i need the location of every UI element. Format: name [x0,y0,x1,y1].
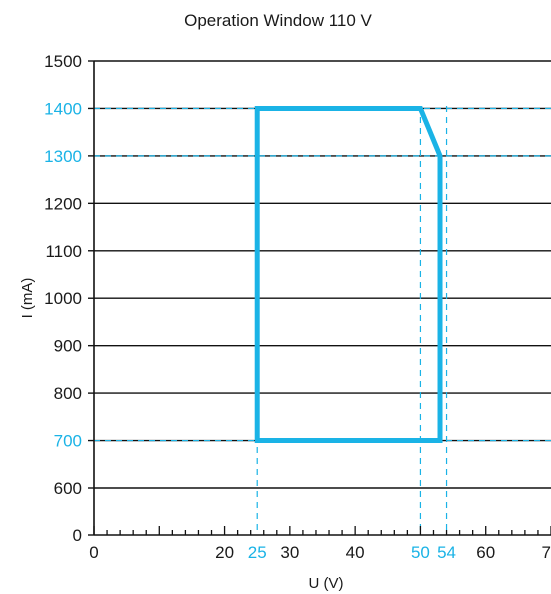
x-tick-label-25: 25 [248,543,267,562]
operation-window [254,105,443,444]
y-tick-label-800: 800 [54,384,82,403]
x-tick-label-70: 70 [542,543,551,562]
y-tick-label-1400: 1400 [44,99,82,118]
y-tick-label-700: 700 [54,432,82,451]
x-tick-label-40: 40 [346,543,365,562]
y-tick-label-1500: 1500 [44,52,82,71]
x-axis-ticks: 0 20 25 30 40 50 54 60 70 [89,526,551,562]
y-tick-label-1000: 1000 [44,289,82,308]
operation-window-polygon [254,105,443,444]
y-tick-label-1200: 1200 [44,194,82,213]
y-tick-label-600: 600 [54,479,82,498]
y-tick-label-900: 900 [54,337,82,356]
x-tick-label-30: 30 [280,543,299,562]
x-axis-label: U (V) [309,575,344,592]
x-tick-label-60: 60 [476,543,495,562]
x-tick-label-0: 0 [89,543,98,562]
y-tick-label-0: 0 [73,526,82,545]
y-tick-label-1300: 1300 [44,147,82,166]
y-tick-label-1100: 1100 [45,242,82,261]
y-axis-label: I (mA) [19,278,36,319]
x-tick-label-20: 20 [215,543,234,562]
reference-lines [94,106,551,535]
y-axis-ticks: 0 600 700 800 900 1000 1100 1200 1300 1400 1500 [44,52,94,545]
grid [94,60,551,489]
x-tick-label-50: 50 [411,543,430,562]
chart-title: Operation Window 110 V [184,11,372,30]
x-tick-label-54: 54 [437,543,456,562]
